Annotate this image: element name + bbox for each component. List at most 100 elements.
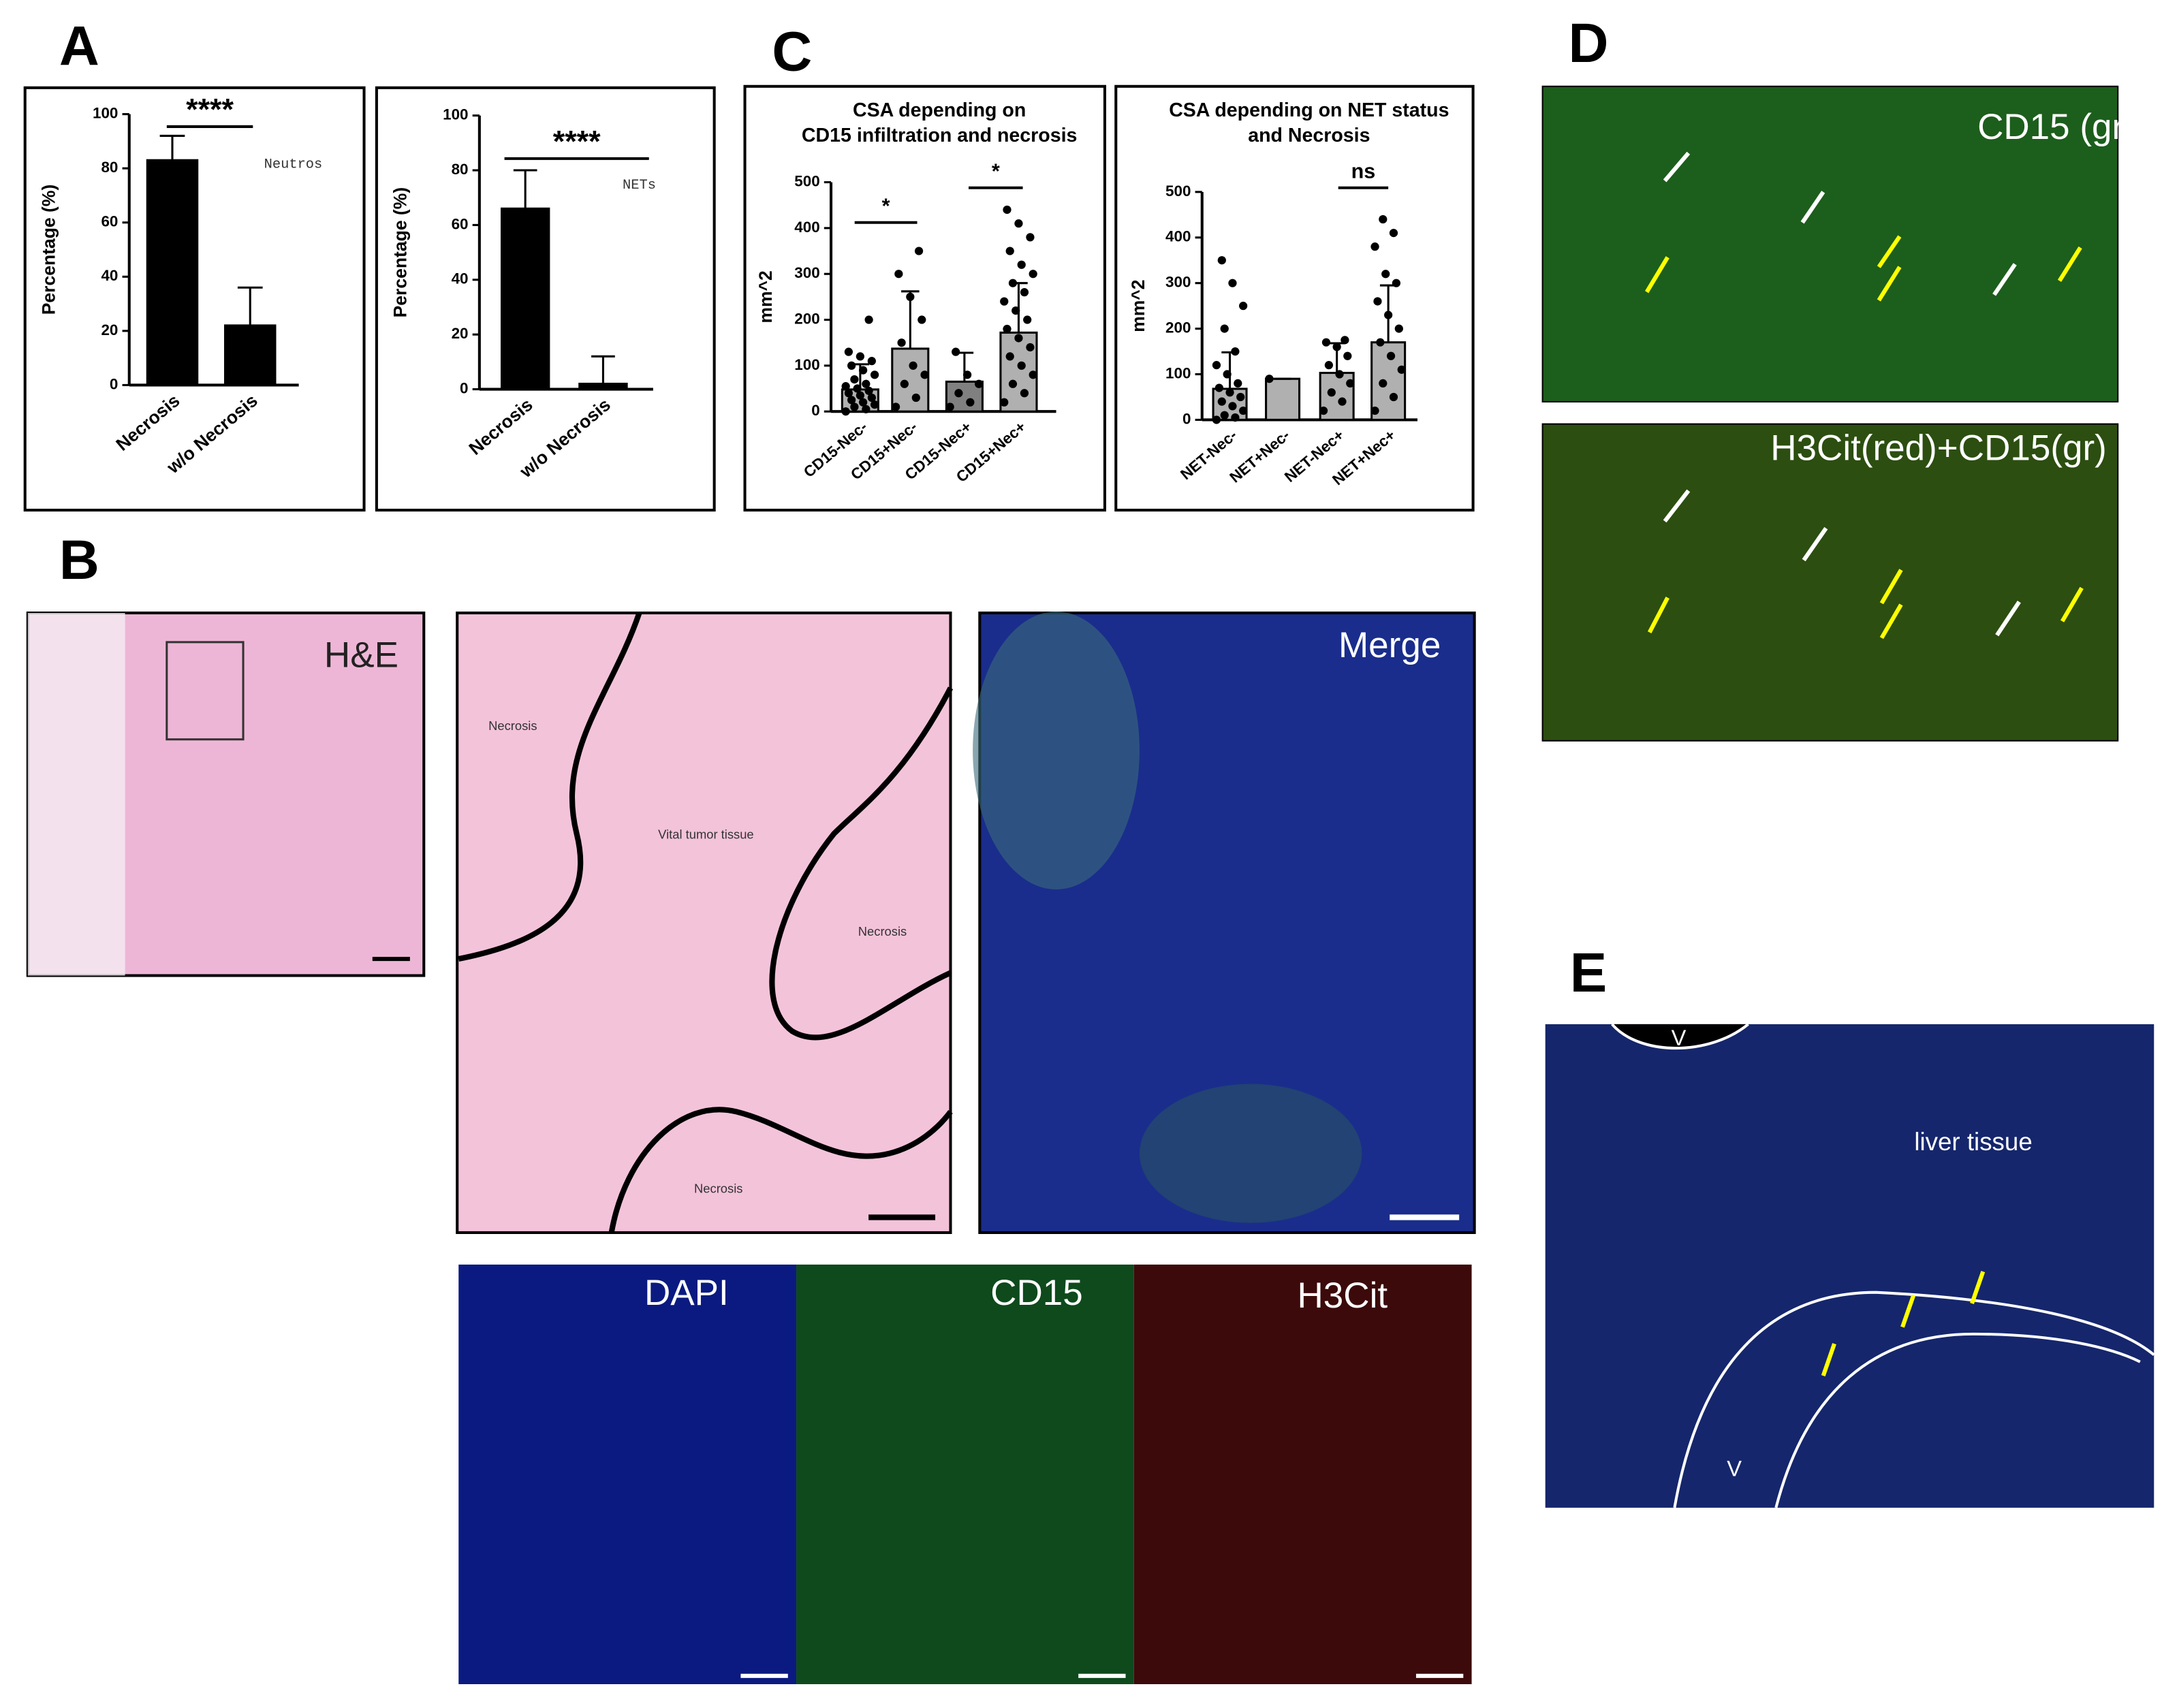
chart-title: CD15 infiltration and necrosis [802,125,1078,146]
boundary [769,686,954,1041]
data-point [1386,351,1396,360]
y-tick-label: 300 [794,264,819,281]
he-fat [27,613,125,976]
data-point [920,370,929,379]
note: Neutros [264,157,323,172]
data-point [1017,361,1026,370]
data-point [867,357,876,366]
y-tick-label: 100 [93,105,118,122]
significance-label: * [882,194,890,217]
data-point [1008,279,1018,287]
data-point [867,393,876,402]
data-point [1220,411,1229,420]
data-point [1223,370,1232,379]
y-tick-label: 400 [794,219,819,236]
y-tick-label: 100 [1165,364,1191,381]
significance-label: * [992,159,1000,183]
dapi-image [458,1264,797,1685]
data-point [909,361,918,370]
data-point [858,398,868,407]
significance-label: **** [553,123,601,158]
data-point [1234,379,1242,388]
y-tick-label: 500 [1165,183,1191,200]
chart-title: and Necrosis [1248,125,1370,146]
data-point [1029,370,1037,379]
data-point [1029,270,1037,279]
data-point [841,382,850,391]
bar [223,324,277,386]
data-point [1000,297,1009,306]
y-tick-label: 40 [101,267,118,284]
data-point [1265,375,1274,383]
data-point [1231,347,1240,356]
data-point [1225,388,1234,397]
y-tick-label: 0 [110,375,118,392]
y-tick-label: 60 [101,213,118,230]
data-point [856,391,864,400]
data-point [891,402,900,411]
y-tick-label: 200 [794,310,819,327]
y-tick-label: 200 [1165,319,1191,336]
data-point [850,375,859,384]
data-point [1005,352,1014,361]
data-point [1014,334,1023,343]
data-point [911,393,920,402]
data-point [1332,343,1341,351]
chart-frame [743,84,1106,512]
data-point [1026,233,1035,242]
data-point [1379,379,1388,388]
data-point [1394,324,1403,333]
y-tick-label: 300 [1165,274,1191,291]
y-tick-label: 40 [452,270,469,287]
data-point [1020,288,1029,297]
image-label: Necrosis [488,718,537,733]
cd15-image [796,1264,1134,1685]
data-point [1017,260,1026,269]
data-point [966,398,975,407]
data-point [1231,413,1240,422]
bar [578,382,628,391]
data-point [1392,279,1401,287]
data-point [1239,406,1248,415]
y-tick-label: 100 [443,106,468,123]
panel-label: B [59,529,99,591]
chart-frame [23,86,366,512]
data-point [1217,256,1226,265]
note: NETs [623,178,656,193]
data-point [1212,361,1221,370]
significance-label: ns [1351,159,1376,183]
data-point [1389,392,1398,402]
h3cit-image [1133,1264,1472,1685]
image-label: DAPI [644,1273,729,1313]
data-point [974,379,984,388]
y-tick-label: 20 [452,325,469,342]
y-tick-label: 60 [452,215,469,232]
boundary [458,612,642,962]
data-point [1324,361,1334,370]
data-point [1014,219,1023,228]
data-point [1217,397,1226,406]
data-point [864,386,873,396]
panel-label: C [772,20,812,82]
arrows [1821,1271,1986,1377]
data-point [847,361,856,370]
data-point [1214,383,1224,392]
y-tick-label: 80 [452,161,469,178]
image-label: CD15 (gr) [1977,107,2136,147]
data-point [1319,406,1328,415]
image-label: Necrosis [858,924,907,938]
data-point [918,315,926,324]
data-point [1212,415,1221,424]
error-bar [591,355,615,384]
image-label: Necrosis [694,1182,742,1196]
image-label: liver tissue [1914,1128,2032,1156]
data-point [1384,311,1393,319]
image-label: H3Cit [1298,1276,1388,1316]
y-axis-label: Percentage (%) [390,187,411,318]
data-point [954,389,963,398]
data-point [870,400,879,409]
data-point [897,338,906,347]
y-tick-label: 500 [794,172,819,189]
data-point [1373,297,1382,306]
error-bar [237,286,263,326]
